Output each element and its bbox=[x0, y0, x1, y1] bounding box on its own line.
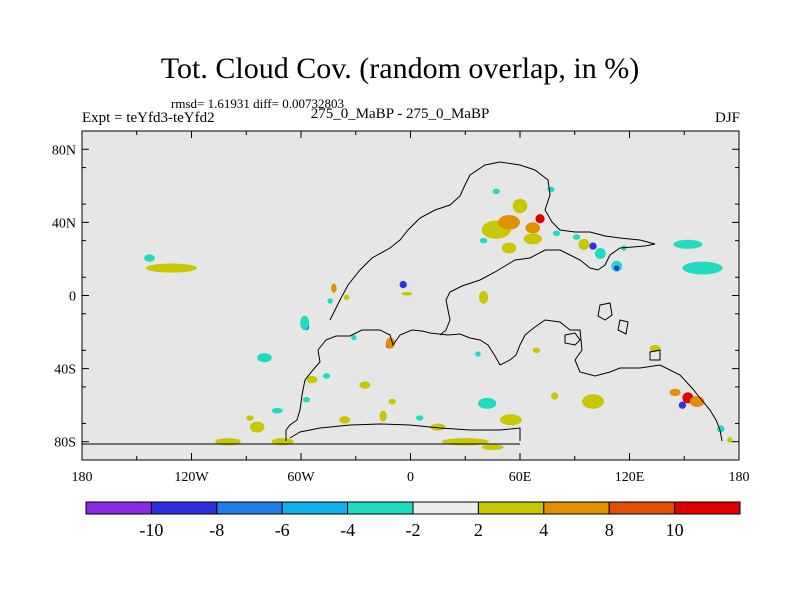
x-tick-label: 60W bbox=[287, 470, 315, 485]
anomaly-patch bbox=[727, 437, 733, 443]
x-tick-label: 120E bbox=[615, 470, 645, 485]
colorbar-label: -8 bbox=[209, 520, 224, 540]
anomaly-patch bbox=[399, 280, 407, 289]
coastline-antarctica bbox=[82, 423, 521, 445]
anomaly-patch bbox=[359, 381, 371, 389]
colorbar-swatch bbox=[608, 501, 676, 515]
colorbar-swatch bbox=[347, 501, 414, 515]
stats-label: rmsd= 1.61931 diff= 0.00732803 bbox=[171, 96, 344, 111]
colorbar-label: -6 bbox=[275, 520, 290, 540]
anomaly-patch bbox=[249, 421, 265, 433]
colorbar-swatch bbox=[543, 501, 610, 515]
colorbar-swatch bbox=[150, 501, 218, 515]
anomaly-patch bbox=[327, 298, 333, 304]
x-tick-label: 180 bbox=[72, 470, 93, 485]
colorbar-label: 8 bbox=[605, 520, 614, 540]
anomaly-patch bbox=[582, 394, 604, 409]
colorbar: -10 -8 -6 -4 -2 2 4 8 10 bbox=[85, 501, 741, 540]
anomaly-patch bbox=[415, 415, 424, 421]
anomaly-patch bbox=[343, 294, 350, 301]
anomaly-patch bbox=[682, 261, 723, 275]
anomaly-patch bbox=[552, 230, 561, 237]
anomaly-patch bbox=[532, 347, 541, 354]
colorbar-label: 10 bbox=[666, 520, 684, 540]
anomaly-patch bbox=[385, 337, 395, 349]
anomaly-patch bbox=[379, 410, 387, 422]
anomaly-patch bbox=[144, 254, 155, 262]
coastline-small-islands bbox=[597, 302, 661, 361]
anomaly-patch bbox=[271, 407, 283, 414]
anomaly-patch bbox=[678, 401, 687, 409]
x-tick-label: 60E bbox=[509, 470, 532, 485]
anomaly-patch bbox=[331, 283, 337, 293]
x-tick-label: 0 bbox=[407, 470, 414, 485]
anomaly-patch bbox=[351, 334, 357, 341]
anomaly-patch bbox=[499, 414, 522, 426]
anomaly-patch bbox=[589, 242, 597, 250]
season-label: DJF bbox=[714, 110, 740, 126]
anomaly-patch bbox=[669, 388, 681, 397]
colorbar-label: 4 bbox=[539, 520, 548, 540]
colorbar-swatch bbox=[85, 501, 152, 515]
experiment-label: Expt = teYfd3-teYfd2 bbox=[82, 110, 215, 126]
anomaly-patch bbox=[673, 239, 703, 249]
colorbar-label: 2 bbox=[474, 520, 483, 540]
anomaly-patch bbox=[525, 222, 541, 234]
anomaly-patch bbox=[689, 396, 705, 407]
y-tick-label: 40S bbox=[54, 363, 76, 378]
y-tick-label: 40N bbox=[52, 216, 76, 231]
colorbar-swatch bbox=[477, 501, 545, 515]
center-label: 275_0_MaBP - 275_0_MaBP bbox=[310, 106, 490, 122]
colorbar-swatch bbox=[216, 501, 283, 515]
anomaly-patch bbox=[613, 265, 620, 271]
coastline-island bbox=[564, 332, 581, 346]
anomaly-patch bbox=[481, 444, 504, 450]
colorbar-label: -10 bbox=[139, 520, 163, 540]
map-background bbox=[82, 131, 739, 460]
colorbar-label: -4 bbox=[340, 520, 355, 540]
anomaly-patch bbox=[478, 397, 497, 409]
anomaly-patch bbox=[501, 242, 517, 254]
x-tick-label: 180 bbox=[729, 470, 750, 485]
anomaly-patch bbox=[339, 416, 351, 424]
anomaly-patch bbox=[388, 398, 396, 405]
anomaly-patches bbox=[144, 186, 733, 450]
anomaly-patch bbox=[478, 290, 489, 304]
anomaly-patch bbox=[475, 351, 481, 357]
anomaly-patch bbox=[322, 373, 331, 379]
y-tick-label: 0 bbox=[69, 290, 76, 305]
axes: 180 120W 60W 0 60E 120E 180 80N 40N 0 40S 80S bbox=[52, 130, 750, 485]
anomaly-patch bbox=[551, 392, 559, 400]
colorbar-swatch bbox=[412, 501, 479, 515]
colorbar-swatch bbox=[281, 501, 349, 515]
anomaly-patch bbox=[300, 315, 310, 331]
anomaly-patch bbox=[306, 375, 318, 384]
anomaly-patch bbox=[257, 353, 272, 363]
colorbar-label: -2 bbox=[406, 520, 421, 540]
x-tick-label: 120W bbox=[174, 470, 209, 485]
y-tick-label: 80S bbox=[54, 436, 76, 451]
anomaly-patch bbox=[246, 415, 254, 421]
anomaly-patch bbox=[572, 234, 581, 240]
anomaly-patch bbox=[523, 233, 542, 245]
anomaly-patch bbox=[594, 247, 606, 259]
anomaly-patch bbox=[492, 188, 500, 195]
anomaly-patch bbox=[547, 186, 555, 193]
chart-title: Tot. Cloud Cov. (random overlap, in %) bbox=[160, 52, 640, 85]
coastlines bbox=[82, 161, 723, 445]
y-tick-label: 80N bbox=[52, 143, 76, 158]
anomaly-patch bbox=[479, 237, 488, 244]
anomaly-patch bbox=[578, 238, 590, 250]
coastline-eurasia bbox=[329, 161, 656, 336]
anomaly-patch bbox=[401, 291, 413, 296]
anomaly-patch bbox=[535, 214, 545, 224]
anomaly-patch bbox=[430, 423, 446, 431]
colorbar-swatch bbox=[674, 501, 741, 515]
anomaly-patch bbox=[302, 396, 311, 403]
anomaly-patch bbox=[512, 198, 528, 214]
anomaly-patch bbox=[498, 215, 520, 230]
anomaly-patch bbox=[145, 263, 197, 273]
coastline-north-america bbox=[285, 319, 723, 442]
